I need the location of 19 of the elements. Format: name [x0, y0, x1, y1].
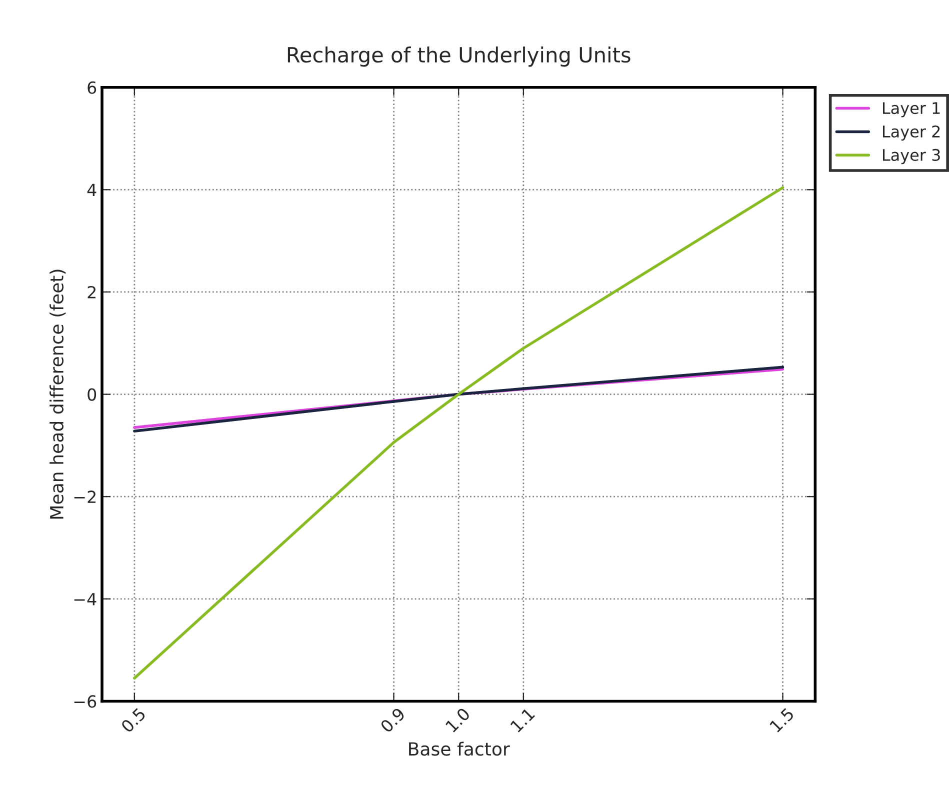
y-tick-label: −6	[74, 695, 96, 708]
y-tick-label: 0	[88, 388, 96, 401]
legend-label: Layer 1	[882, 102, 940, 118]
legend-label: Layer 3	[882, 148, 940, 164]
y-axis-title: Mean head difference (feet)	[50, 270, 66, 519]
x-tick-label: 0.5	[120, 707, 146, 734]
x-tick-label: 1.1	[510, 708, 535, 732]
chart-title: Recharge of the Underlying Units	[288, 46, 630, 67]
x-axis-title: Base factor	[409, 742, 510, 756]
y-tick-label: −2	[74, 490, 96, 503]
x-tick-label: 1.5	[769, 707, 795, 733]
y-tick-label: 6	[88, 81, 96, 94]
y-tick-label: 2	[88, 286, 96, 298]
x-tick-label: 1.0	[445, 707, 471, 733]
line-series	[133, 186, 784, 680]
y-tick-label: −4	[74, 593, 96, 606]
legend-label: Layer 2	[882, 125, 940, 141]
y-tick-label: 4	[87, 184, 96, 196]
x-tick-label: 0.9	[380, 707, 406, 734]
